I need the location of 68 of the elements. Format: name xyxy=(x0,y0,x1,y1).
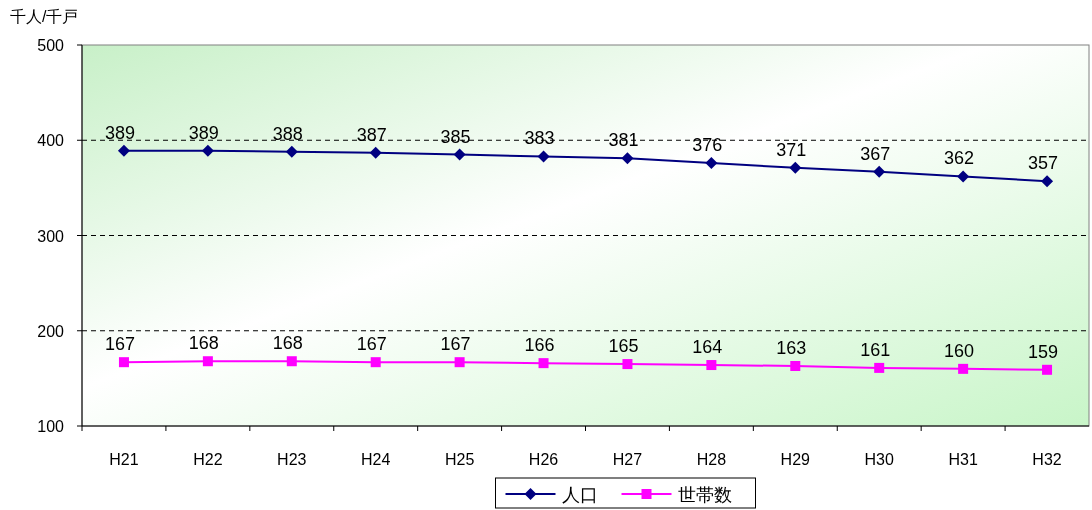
data-label: 385 xyxy=(440,126,471,147)
x-tick-label: H22 xyxy=(193,451,223,468)
data-label: 376 xyxy=(692,135,723,156)
point xyxy=(285,145,298,158)
point xyxy=(1041,175,1054,188)
data-label: 371 xyxy=(776,139,807,160)
data-label: 357 xyxy=(1028,153,1059,174)
point xyxy=(874,362,885,373)
legend-label: 世帯数 xyxy=(677,485,732,505)
data-label: 167 xyxy=(356,334,387,355)
point xyxy=(538,358,549,369)
y-axis-title: 千人/千戸 xyxy=(10,8,79,25)
x-tick-label: H29 xyxy=(780,451,811,468)
x-tick-label: H23 xyxy=(277,451,307,468)
y-tick-label: 200 xyxy=(37,322,65,340)
data-label: 167 xyxy=(440,334,471,355)
data-label: 389 xyxy=(188,122,219,143)
data-label: 387 xyxy=(356,124,387,145)
x-tick-label: H28 xyxy=(696,451,727,468)
data-label: 383 xyxy=(524,128,555,149)
point xyxy=(622,359,633,370)
point xyxy=(705,157,718,170)
y-tick-label: 300 xyxy=(37,227,65,245)
point xyxy=(202,356,213,367)
data-label: 388 xyxy=(272,123,303,144)
x-tick-label: H21 xyxy=(109,451,139,468)
x-tick-label: H27 xyxy=(612,451,643,468)
data-label: 160 xyxy=(944,340,975,361)
point xyxy=(621,152,634,165)
point xyxy=(958,363,969,374)
data-label: 167 xyxy=(104,334,135,355)
data-label: 163 xyxy=(776,337,807,358)
point xyxy=(957,170,970,183)
point xyxy=(873,165,886,178)
point xyxy=(370,357,381,368)
data-label: 164 xyxy=(692,337,723,358)
point xyxy=(369,146,382,159)
x-tick-label: H31 xyxy=(948,451,978,468)
data-label: 159 xyxy=(1028,341,1059,362)
data-label: 367 xyxy=(860,143,891,164)
point xyxy=(201,144,214,157)
data-label: 161 xyxy=(860,339,891,360)
point xyxy=(453,148,466,161)
point xyxy=(1042,364,1053,375)
data-label: 389 xyxy=(104,122,135,143)
point xyxy=(706,360,717,371)
y-tick-label: 400 xyxy=(37,132,65,150)
x-tick-label: H24 xyxy=(361,451,391,468)
data-label: 165 xyxy=(608,336,639,357)
data-label: 166 xyxy=(524,335,555,356)
x-tick-label: H26 xyxy=(528,451,559,468)
data-label: 381 xyxy=(608,130,639,151)
x-tick-label: H25 xyxy=(444,451,475,468)
point xyxy=(537,150,550,163)
data-label: 168 xyxy=(272,333,303,354)
y-tick-label: 100 xyxy=(37,418,65,435)
point xyxy=(454,357,465,368)
data-label: 362 xyxy=(944,148,975,169)
x-tick-label: H30 xyxy=(864,451,894,468)
point xyxy=(790,360,801,371)
data-label: 168 xyxy=(188,333,219,354)
point xyxy=(286,356,297,367)
point xyxy=(118,357,129,368)
y-tick-label: 500 xyxy=(37,37,65,54)
point xyxy=(117,144,130,157)
legend-label: 人口 xyxy=(561,485,598,505)
point xyxy=(789,161,802,174)
x-tick-label: H32 xyxy=(1032,451,1062,468)
